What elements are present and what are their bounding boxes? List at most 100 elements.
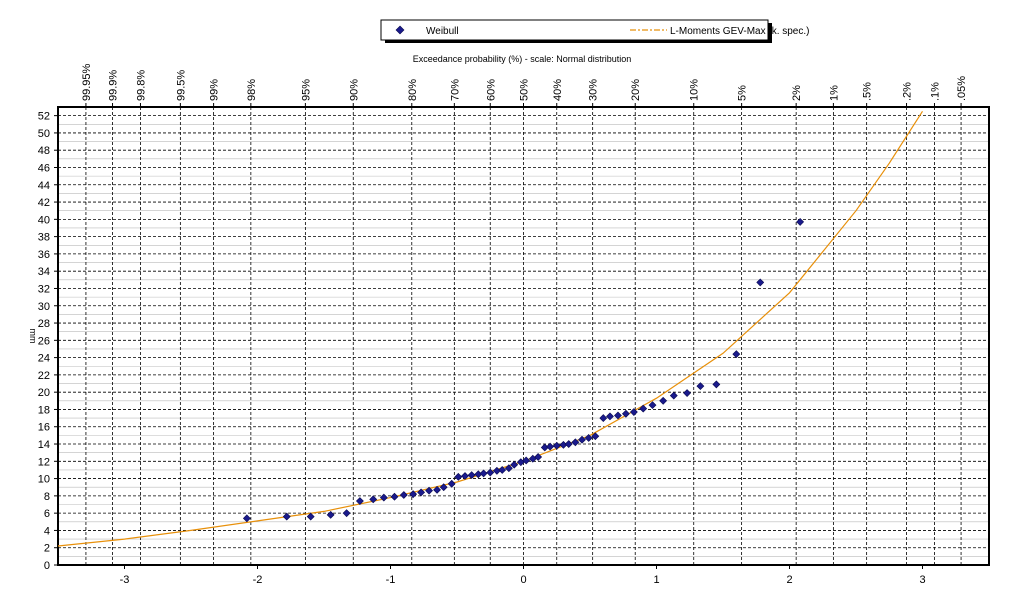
exceedance-tick-label: 40% (552, 79, 564, 101)
weibull-point (479, 469, 488, 478)
weibull-point (796, 218, 805, 226)
exceedance-tick-label: 20% (630, 79, 642, 101)
exceedance-tick-label: 10% (689, 79, 701, 101)
y-tick-label: 48 (38, 145, 50, 157)
y-tick-label: 10 (38, 474, 50, 486)
weibull-point (683, 389, 692, 397)
legend-box (380, 19, 769, 41)
weibull-point (591, 432, 600, 441)
weibull-point (648, 401, 657, 410)
exceedance-tick-label: 90% (348, 79, 360, 101)
weibull-point (732, 350, 741, 359)
y-tick-label: 18 (38, 404, 50, 416)
exceedance-tick-label: 99.9% (108, 70, 120, 101)
exceedance-tick-label: 5% (737, 85, 749, 101)
weibull-point (369, 495, 378, 504)
exceedance-tick-label: .05% (956, 76, 968, 101)
weibull-point (467, 471, 476, 480)
y-tick-label: 6 (44, 508, 50, 520)
weibull-point (326, 510, 335, 519)
x-tick-label: 0 (520, 574, 526, 586)
exceedance-tick-label: 95% (300, 79, 312, 101)
x-tick-label: 1 (653, 574, 659, 586)
exceedance-tick-label: 50% (519, 79, 531, 101)
y-axis-label: mm (28, 329, 38, 344)
weibull-point (534, 453, 543, 461)
x-tick-label: -2 (253, 574, 263, 586)
weibull-point (578, 435, 586, 444)
weibull-point (599, 414, 608, 423)
top-axis-title: Exceedance probability (%) - scale: Norm… (413, 54, 632, 64)
y-tick-label: 30 (38, 301, 50, 313)
weibull-point (390, 492, 399, 501)
y-tick-label: 24 (38, 353, 50, 365)
y-tick-label: 40 (38, 214, 50, 226)
y-tick-label: 26 (38, 335, 50, 347)
weibull-point (621, 409, 630, 418)
y-tick-label: 44 (38, 180, 50, 192)
weibull-point (433, 485, 441, 494)
weibull-point (564, 440, 573, 448)
weibull-point (454, 472, 463, 481)
x-tick-label: 3 (919, 574, 925, 586)
weibull-point (342, 509, 351, 518)
legend: Weibull L-Moments GEV-Max (k. spec.) (380, 19, 809, 43)
exceedance-tick-label: .1% (929, 82, 941, 101)
weibull-point (669, 391, 678, 400)
legend-diamond-shape (395, 25, 405, 35)
weibull-point (571, 438, 580, 447)
exceedance-tick-label: 98% (246, 79, 258, 101)
grid (58, 107, 989, 565)
exceedance-tick-label: 70% (449, 79, 461, 101)
weibull-point (379, 493, 388, 502)
weibull-point (242, 514, 251, 523)
y-tick-label: 46 (38, 162, 50, 174)
weibull-point (629, 408, 638, 416)
exceedance-tick-label: 99.5% (175, 70, 187, 101)
x-axis: -3 -2 -1 0 1 2 3 (120, 565, 926, 586)
exceedance-tick-label: 30% (588, 79, 600, 101)
y-tick-label: 52 (38, 111, 50, 123)
weibull-point (712, 380, 721, 389)
weibull-point (696, 382, 705, 391)
weibull-point (409, 490, 418, 499)
x-tick-label: -3 (120, 574, 130, 586)
legend-weibull-label: Weibull (426, 26, 459, 37)
exceedance-tick-label: .2% (902, 82, 914, 101)
exceedance-tick-label: .5% (862, 82, 874, 101)
x-tick-label: -1 (386, 574, 396, 586)
exceedance-tick-label: 60% (485, 79, 497, 101)
weibull-point (425, 486, 433, 495)
exceedance-axis: 99.95% 99.9% 99.8% 99.5% 99% 98% 95% 90% 80% 70% 6… (81, 63, 968, 107)
weibull-point (306, 512, 315, 521)
weibull-point (399, 491, 408, 499)
weibull-point (546, 442, 555, 451)
exceedance-tick-label: 99.95% (81, 63, 93, 101)
exceedance-tick-label: 2% (791, 85, 803, 101)
y-tick-label: 28 (38, 318, 50, 330)
weibull-point (461, 472, 469, 480)
y-tick-label: 32 (38, 283, 50, 295)
weibull-point (584, 434, 593, 442)
y-tick-label: 20 (38, 387, 50, 399)
y-tick-label: 4 (44, 525, 50, 537)
y-tick-label: 38 (38, 232, 50, 244)
weibull-point (552, 441, 561, 450)
exceedance-tick-label: 1% (828, 85, 840, 101)
legend-gev-label: L-Moments GEV-Max (k. spec.) (670, 26, 809, 37)
y-tick-label: 34 (38, 266, 50, 278)
y-tick-label: 2 (44, 543, 50, 555)
exceedance-tick-label: 99.8% (135, 70, 147, 101)
y-tick-label: 8 (44, 491, 50, 503)
y-tick-label: 0 (44, 560, 50, 572)
exceedance-tick-label: 80% (407, 79, 419, 101)
y-tick-label: 12 (38, 456, 50, 468)
weibull-point (639, 404, 648, 413)
y-tick-label: 42 (38, 197, 50, 209)
y-tick-label: 14 (38, 439, 50, 451)
weibull-point (614, 411, 622, 420)
y-tick-label: 16 (38, 422, 50, 434)
weibull-point (659, 396, 668, 405)
